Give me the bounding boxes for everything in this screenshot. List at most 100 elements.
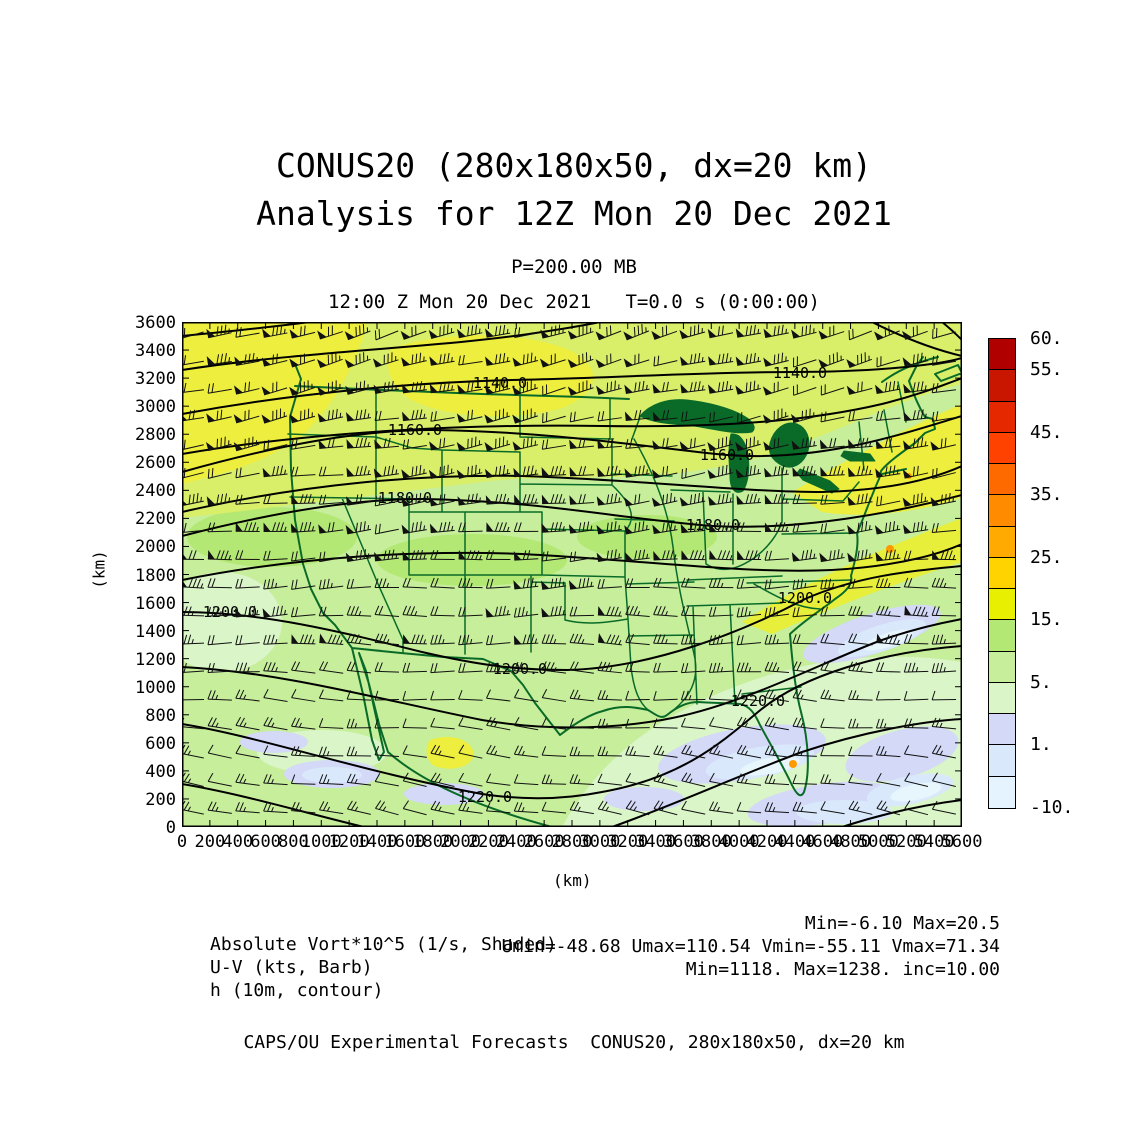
wind-barb: [903, 745, 929, 758]
contour-label: 1200.0: [493, 660, 547, 678]
wind-barb: [485, 550, 511, 560]
wind-barb: [289, 353, 316, 368]
wind-barb: [763, 324, 789, 338]
colorbar-segment: [989, 776, 1015, 808]
wind-barb: [346, 578, 372, 589]
wind-barb: [235, 744, 260, 759]
wind-barb: [290, 774, 316, 785]
wind-barb: [485, 324, 511, 338]
contour-label: 1160.0: [388, 421, 442, 439]
wind-barb: [430, 663, 455, 674]
x-tick-label: 5400: [913, 832, 955, 852]
y-axis-title: (km): [89, 550, 109, 589]
wind-barb: [346, 746, 372, 757]
wind-barb: [764, 716, 789, 731]
wind-barb: [316, 352, 343, 369]
wind-barb: [624, 409, 650, 421]
wind-barb: [903, 634, 929, 645]
x-tick-label: 1600: [384, 832, 426, 852]
wind-barb: [625, 690, 650, 701]
wind-barb: [707, 464, 734, 479]
wind-barb: [430, 717, 455, 730]
wind-barb: [207, 549, 232, 561]
wind-barb: [625, 745, 650, 758]
wind-barb: [791, 549, 817, 562]
wind-barb: [182, 550, 205, 561]
wind-barb: [847, 465, 873, 477]
wind-barb: [708, 353, 734, 366]
wind-barb: [680, 606, 706, 617]
wind-barb: [485, 578, 511, 589]
y-tick-label: 800: [145, 705, 176, 726]
wind-barb: [567, 324, 594, 340]
wind-barb: [291, 439, 316, 450]
wind-barb: [514, 327, 539, 338]
wind-barb: [625, 772, 650, 787]
wind-barb: [375, 800, 399, 816]
wind-barb: [903, 662, 929, 673]
contour-label: 1220.0: [458, 788, 512, 806]
wind-barb: [263, 550, 288, 561]
wind-barb: [875, 745, 901, 758]
wind-barb: [569, 746, 595, 757]
wind-barb: [430, 411, 455, 422]
wind-barb: [652, 381, 678, 394]
legend-wind-field: U-V (kts, Barb): [210, 957, 373, 978]
wind-barb: [930, 437, 956, 451]
wind-barb: [345, 380, 371, 395]
wind-barb: [289, 408, 316, 424]
wind-barb: [707, 436, 734, 452]
wind-barb: [653, 577, 678, 589]
wind-barb: [736, 635, 762, 646]
wind-barb: [541, 661, 567, 674]
wind-barb: [708, 493, 734, 506]
wind-barb: [848, 578, 873, 589]
colorbar-segment: [989, 620, 1015, 652]
wind-barb: [792, 774, 817, 785]
wind-barb: [653, 549, 678, 561]
wind-barb: [792, 717, 817, 730]
wind-barb: [401, 464, 427, 479]
wind-barb: [597, 606, 622, 617]
x-tick-label: 5000: [857, 832, 899, 852]
wind-barb: [346, 437, 372, 449]
wind-barb: [514, 493, 539, 505]
wind-barb: [318, 551, 344, 563]
wind-barb: [762, 408, 789, 424]
colorbar-tick-label: 35.: [1030, 484, 1063, 506]
wind-barb: [653, 745, 678, 758]
wind-barb: [345, 549, 372, 563]
wind-barb: [681, 800, 706, 815]
y-tick-label: 2200: [135, 509, 176, 530]
wind-barb: [679, 493, 706, 507]
legend-row-shaded: Absolute Vort*10^5 (1/s, Shaded) Min=-6.…: [145, 913, 1000, 955]
y-tick-label: 600: [145, 733, 176, 754]
wind-barb: [707, 380, 734, 394]
x-tick-label: 5200: [885, 832, 927, 852]
wind-barb: [235, 550, 260, 560]
y-tick-label: 1200: [135, 649, 176, 670]
wind-barb: [346, 633, 372, 646]
wind-barb: [263, 634, 288, 645]
wind-barb: [904, 800, 929, 816]
wind-barb: [401, 352, 427, 367]
wind-barb: [541, 801, 567, 814]
wind-barb: [735, 465, 762, 479]
y-tick-label: 2800: [135, 425, 176, 446]
wind-barb: [764, 493, 790, 505]
wind-barb: [513, 577, 539, 590]
x-axis-title: (km): [553, 871, 592, 890]
wind-barb: [263, 802, 288, 814]
wind-barb: [569, 493, 595, 505]
wind-barb: [457, 493, 483, 506]
wind-barb: [458, 634, 483, 646]
x-tick-label: 800: [278, 832, 309, 852]
wind-barb: [903, 691, 929, 701]
wind-barb: [207, 522, 232, 533]
legend-height-range: Min=1118. Max=1238. inc=10.00: [685, 959, 1000, 980]
wind-barb: [430, 550, 455, 561]
x-tick-label: 2000: [440, 832, 482, 852]
wind-barb: [485, 493, 511, 505]
wind-barb: [847, 549, 873, 563]
